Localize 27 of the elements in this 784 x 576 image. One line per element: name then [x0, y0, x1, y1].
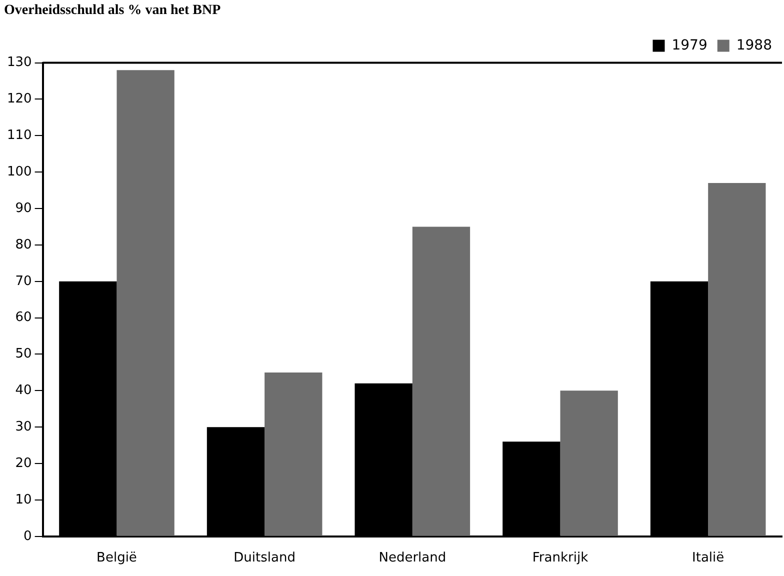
- y-tick-label: 20: [15, 456, 32, 471]
- y-tick-label: 100: [6, 164, 32, 180]
- bar: [412, 226, 470, 536]
- y-tick-label: 60: [15, 310, 32, 326]
- y-tick-label: 40: [15, 383, 32, 398]
- bar: [264, 372, 322, 536]
- y-tick-label: 70: [15, 274, 32, 289]
- y-tick-label: 90: [15, 200, 32, 216]
- y-tick-label: 130: [6, 55, 32, 70]
- y-tick-label: 50: [15, 346, 32, 362]
- y-tick-label: 30: [15, 419, 32, 434]
- bar: [708, 183, 766, 536]
- legend-label: 1979: [672, 37, 708, 54]
- y-tick-label: 0: [24, 528, 32, 544]
- x-tick-label: Italië: [692, 550, 724, 566]
- x-tick-label: Nederland: [378, 550, 446, 566]
- x-tick-label: Duitsland: [234, 550, 296, 566]
- bar: [116, 70, 174, 536]
- legend-label: 1988: [736, 37, 772, 54]
- bar: [560, 390, 618, 536]
- x-tick-label: België: [96, 550, 137, 566]
- x-tick-label: Frankrijk: [532, 550, 589, 566]
- y-tick-label: 120: [6, 92, 32, 107]
- y-tick-label: 110: [6, 128, 32, 144]
- y-tick-label: 10: [15, 492, 32, 508]
- chart-title: Overheidsschuld als % van het BNP: [4, 3, 222, 18]
- y-tick-label: 80: [15, 237, 32, 252]
